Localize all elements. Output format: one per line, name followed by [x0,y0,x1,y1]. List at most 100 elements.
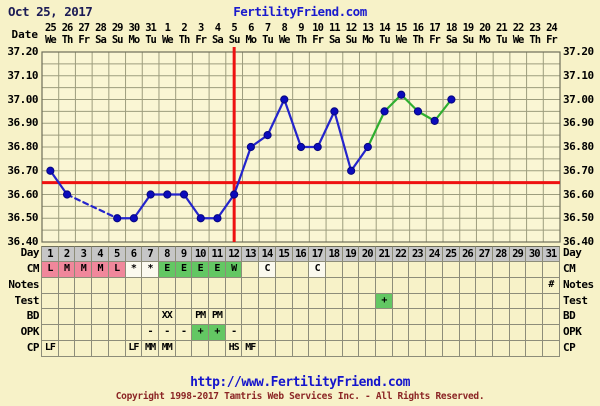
temp-point [163,190,172,199]
table-cell [359,277,377,294]
table-cell: M [92,261,109,278]
table-cell: M [58,261,76,278]
table-cell: 18 [325,246,343,262]
temp-line-segment [132,193,152,220]
table-cell [325,325,343,342]
temp-point [447,95,456,104]
date-cell: 15 [395,22,408,34]
date-cell: 30 [128,22,141,34]
table-cell: * [125,261,143,278]
y-tick-label-right: 37.10 [563,68,594,82]
table-cell: 20 [359,246,377,262]
y-tick-label-left: 36.80 [7,140,38,153]
table-cell [509,341,527,357]
table-cell [492,341,510,357]
table-cell [108,341,126,357]
table-cell [526,325,544,342]
table-cell [476,261,493,278]
table-cell [492,325,510,342]
table-cell [225,277,243,294]
temp-line-segment [416,110,436,122]
temp-point [129,214,139,223]
temp-line-segment [182,193,202,220]
date-cell: 23 [529,22,541,34]
date-cell: 18 [445,22,458,34]
table-cell [359,325,377,342]
temp-point [113,214,122,223]
date-cell: 13 [362,22,374,34]
table-cell [275,277,293,294]
table-cell [192,341,210,357]
table-cell: 1 [42,246,59,262]
table-cell [359,293,377,310]
table-cell [426,277,443,294]
table-cell [409,277,427,294]
weekday-cell: Th [61,34,74,46]
temp-line-segment [249,134,269,149]
temp-line-segment [433,98,453,122]
table-cell [325,341,343,357]
table-cell [292,277,310,294]
table-cell: 13 [242,246,260,262]
temp-line-segment [216,193,236,220]
weekday-cell: Fr [195,34,207,46]
table-cell [192,293,210,310]
table-cell: HS [225,341,243,357]
table-cell: 17 [309,246,326,262]
table-cell [509,325,527,342]
table-cell [158,293,176,310]
table-cell [75,325,93,342]
table-cell [242,325,260,342]
weekday-cell: Mo [362,34,374,46]
date-cell: 20 [479,22,491,34]
row-label-left-cm: CM [26,261,40,275]
date-cell: 28 [95,22,107,34]
weekday-cell: We [278,34,291,46]
table-cell: 29 [509,246,527,262]
row-label-right-bd: BD [563,309,576,323]
y-tick-label-left: 36.70 [7,163,38,177]
table-cell [92,309,109,326]
table-cell: 11 [209,246,226,262]
table-cell [342,277,360,294]
y-tick-label-right: 36.70 [563,163,594,177]
table-cell [526,309,544,326]
table-cell [225,293,243,310]
y-tick-label-left: 36.60 [7,187,38,201]
site-title: FertilityFriend.com [233,4,367,19]
table-cell [426,341,443,357]
table-cell [158,277,176,294]
footer-link[interactable]: http://www.FertilityFriend.com [190,375,410,390]
date-cell: 14 [379,22,391,34]
table-cell [442,325,460,342]
y-tick-label-left: 37.10 [7,68,38,82]
table-cell: 5 [108,246,126,262]
table-cell: 31 [543,246,560,262]
table-cell [342,309,360,326]
table-cell: # [543,277,560,294]
table-cell [543,341,560,357]
table-cell: + [192,325,210,342]
weekday-cell: Tu [496,34,508,46]
row-label-right-cp: CP [563,341,576,355]
temp-point [330,107,339,116]
table-cell [376,261,393,278]
table-cell [476,293,493,310]
table-cell [142,277,159,294]
date-cell: 22 [512,22,525,34]
table-cell [442,261,460,278]
plot-background [42,52,560,242]
table-cell [342,261,360,278]
table-cell: 30 [526,246,544,262]
table-cell: 24 [426,246,443,262]
temp-point [313,142,322,152]
table-row-test: Test + Test [0,293,600,310]
table-cell [309,341,326,357]
table-cell [309,309,326,326]
weekday-cell: Su [228,34,241,46]
chart-date: Oct 25, 2017 [8,4,93,19]
table-cell [459,261,477,278]
date-numbers-row: 25 26 27 28 29 30 31 1 2 3 4 5 6 7 8 9 10 11 12 13 14 15 16 17 1… [42,22,560,34]
table-cell: 23 [409,246,427,262]
table-cell: 3 [75,246,93,262]
